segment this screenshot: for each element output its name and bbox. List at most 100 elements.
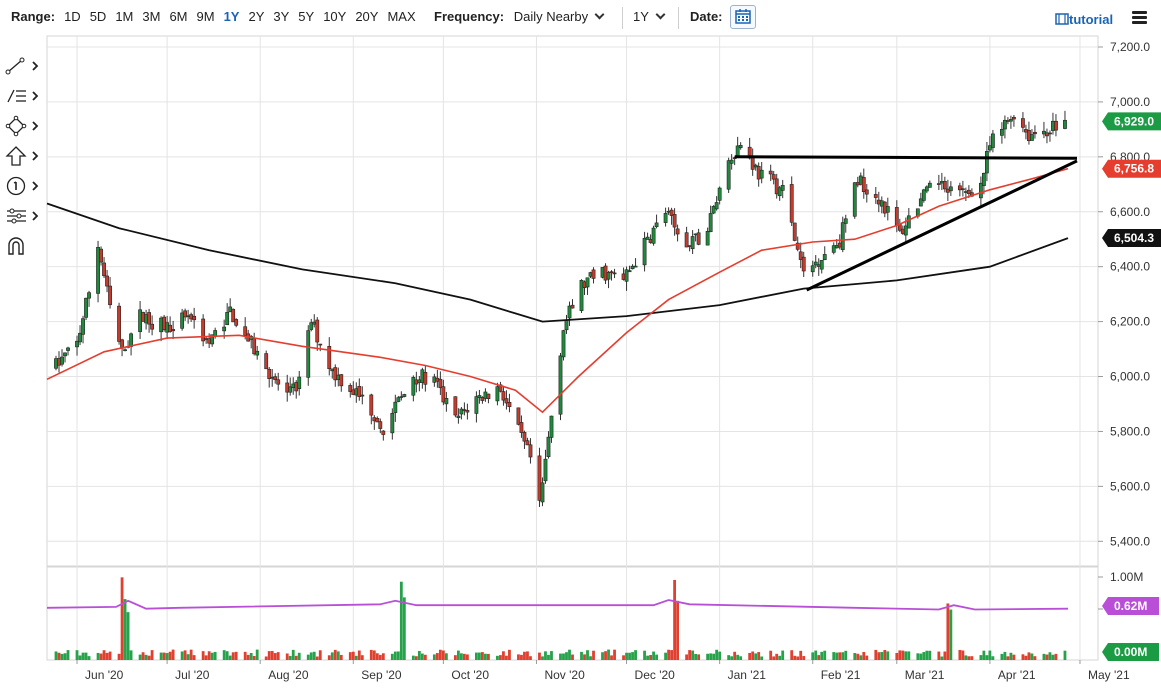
- volume-bar: [568, 649, 571, 660]
- annotation-tool[interactable]: [4, 174, 42, 198]
- candle-body: [540, 482, 545, 503]
- candle-body: [1030, 134, 1034, 141]
- volume-bar: [444, 653, 448, 660]
- measure-tool-icon[interactable]: [4, 204, 42, 228]
- volume-bar: [411, 655, 415, 660]
- range-button-3y[interactable]: 3Y: [273, 9, 290, 24]
- volume-bar: [751, 651, 755, 660]
- volume-bar: [526, 651, 529, 660]
- volume-bar: [625, 652, 628, 660]
- shape-tool[interactable]: [4, 114, 42, 138]
- calendar-icon[interactable]: [731, 6, 755, 28]
- candle-body: [624, 269, 629, 282]
- tutorial-icon[interactable]: [1055, 13, 1069, 25]
- volume-bar: [610, 655, 613, 660]
- shape-tool-icon[interactable]: [4, 114, 42, 138]
- candle-body: [801, 256, 806, 272]
- divider: [622, 7, 623, 29]
- volume-bar: [423, 654, 427, 660]
- period-selector[interactable]: 1Y: [633, 9, 666, 24]
- volume-bar: [372, 650, 376, 660]
- time-tick-label: Feb '21: [821, 668, 861, 682]
- volume-bar: [733, 651, 737, 660]
- candle-body: [585, 277, 590, 288]
- range-button-max[interactable]: MAX: [387, 9, 416, 24]
- candle-body: [774, 178, 779, 195]
- volume-bar: [775, 653, 779, 660]
- menu-icon[interactable]: [1132, 11, 1147, 24]
- volume-bar: [339, 654, 343, 660]
- measure-tool[interactable]: [4, 204, 42, 228]
- tutorial-link[interactable]: tutorial: [1055, 12, 1113, 27]
- annotation-tool-icon[interactable]: [4, 174, 42, 198]
- volume-bar: [141, 652, 145, 660]
- arrow-tool[interactable]: [4, 144, 42, 168]
- candle-body: [675, 228, 680, 235]
- candle-body: [456, 415, 461, 418]
- volume-bar: [1054, 653, 1058, 660]
- candle-body: [210, 334, 215, 345]
- volume-bar: [459, 653, 463, 660]
- range-button-6m[interactable]: 6M: [169, 9, 188, 24]
- range-button-9m[interactable]: 9M: [196, 9, 215, 24]
- candle-body: [444, 397, 449, 405]
- volume-bar: [432, 654, 436, 660]
- fibonacci-tool-icon[interactable]: [4, 84, 42, 108]
- range-button-1y[interactable]: 1Y: [223, 9, 240, 24]
- frequency-dropdown[interactable]: Daily Nearby: [513, 9, 589, 24]
- volume-bar: [607, 649, 610, 660]
- volume-bar: [102, 650, 106, 660]
- volume-bar: [895, 652, 899, 660]
- volume-bar: [940, 656, 944, 660]
- candle-body: [543, 458, 548, 482]
- frequency-selector[interactable]: Frequency: Daily Nearby: [434, 9, 605, 24]
- volume-bar: [796, 656, 800, 660]
- volume-bar: [456, 650, 460, 660]
- candle-body: [1012, 116, 1016, 120]
- volume-bar: [505, 655, 508, 660]
- range-button-5y[interactable]: 5Y: [298, 9, 315, 24]
- candle-body: [273, 376, 278, 381]
- time-tick-label: Aug '20: [268, 668, 309, 682]
- volume-bar: [628, 652, 631, 660]
- fibonacci-tool[interactable]: [4, 84, 42, 108]
- volume-bar: [865, 655, 869, 660]
- range-button-1m[interactable]: 1M: [115, 9, 134, 24]
- candle-body: [441, 386, 446, 403]
- range-button-2y[interactable]: 2Y: [248, 9, 265, 24]
- tutorial-label[interactable]: tutorial: [1069, 12, 1114, 27]
- magnet-tool[interactable]: [4, 234, 42, 258]
- volume-panel: [46, 566, 1099, 661]
- candle-body: [453, 396, 458, 416]
- candle-body: [348, 385, 353, 392]
- range-button-5d[interactable]: 5D: [89, 9, 107, 24]
- date-picker-button[interactable]: [730, 5, 756, 29]
- candle-body: [726, 160, 731, 190]
- candle-body: [333, 367, 338, 381]
- range-button-20y[interactable]: 20Y: [355, 9, 379, 24]
- candle-body: [231, 308, 236, 323]
- candle-body: [738, 144, 743, 149]
- volume-bar: [360, 655, 364, 660]
- period-dropdown[interactable]: 1Y: [633, 9, 649, 24]
- candle-body: [243, 326, 248, 336]
- volume-bar: [210, 652, 214, 660]
- candle-body: [381, 430, 386, 435]
- volume-bar: [814, 650, 818, 660]
- magnet-icon[interactable]: [4, 234, 42, 258]
- volume-bar: [946, 603, 950, 660]
- candle-body: [918, 198, 923, 207]
- arrow-tool-icon[interactable]: [4, 144, 42, 168]
- gridlines: [46, 35, 1099, 661]
- volume-bar: [748, 652, 752, 660]
- trendline-tool-icon[interactable]: [4, 54, 42, 78]
- volume-bar: [1033, 656, 1037, 660]
- trendline-tool[interactable]: [4, 54, 42, 78]
- volume-bar: [144, 654, 148, 660]
- volume-bar: [520, 654, 523, 660]
- range-button-3m[interactable]: 3M: [142, 9, 161, 24]
- candle-body: [1063, 119, 1067, 129]
- range-button-10y[interactable]: 10Y: [323, 9, 347, 24]
- range-button-1d[interactable]: 1D: [64, 9, 81, 24]
